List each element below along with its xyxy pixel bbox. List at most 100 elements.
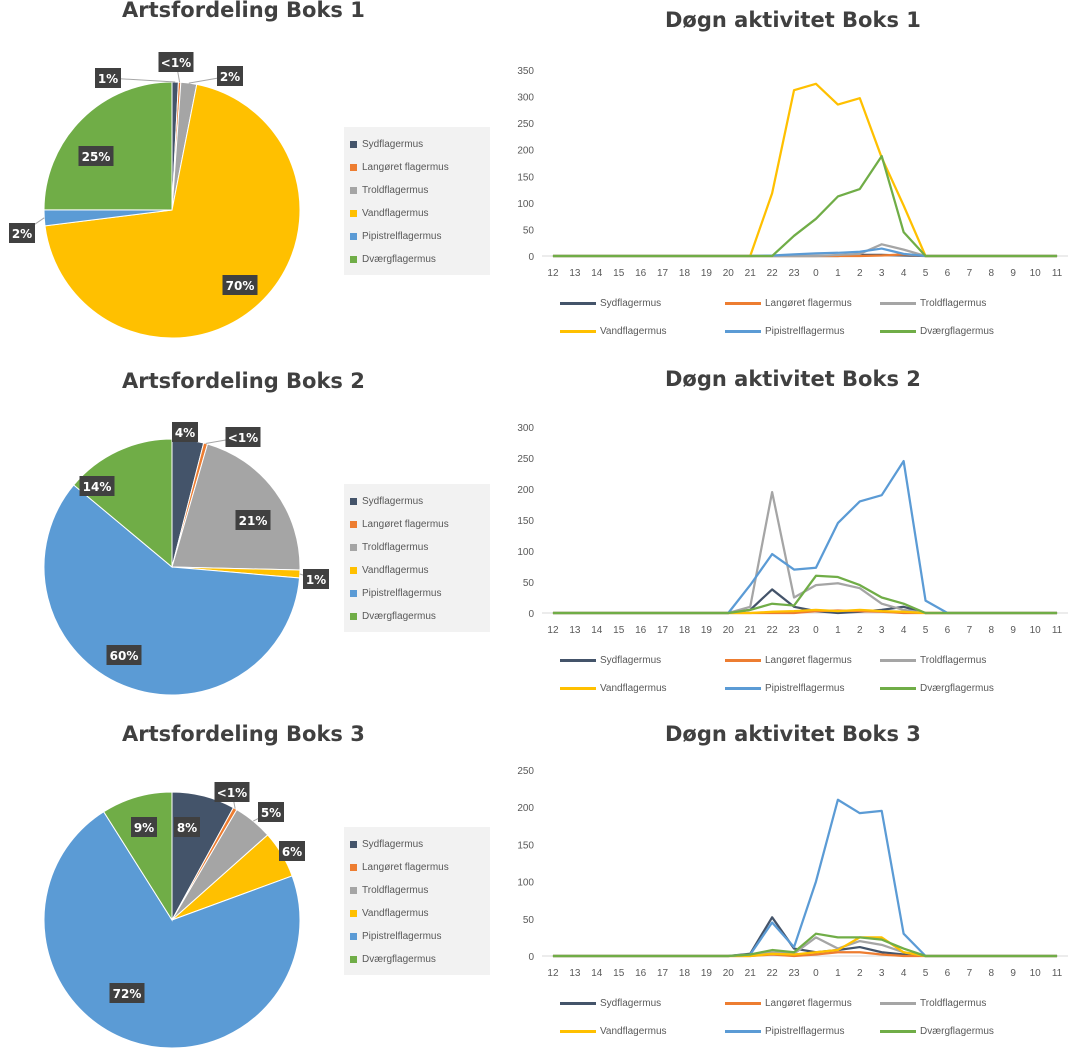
legend-item: Sydflagermus (350, 833, 486, 856)
y-tick-label: 250 (517, 766, 534, 777)
y-tick-label: 150 (517, 172, 534, 183)
x-tick-label: 1 (835, 268, 841, 279)
legend-swatch (350, 233, 357, 240)
line-legend-swatch (725, 659, 761, 662)
x-tick-label: 3 (879, 625, 885, 636)
x-tick-label: 12 (547, 968, 559, 979)
pie-slice-4 (43, 484, 301, 696)
x-tick-label: 14 (591, 968, 603, 979)
x-tick-label: 5 (923, 968, 929, 979)
x-tick-label: 2 (857, 625, 863, 636)
legend-item: Langøret flagermus (350, 856, 486, 879)
x-tick-label: 18 (679, 625, 691, 636)
pie-label-box (303, 569, 329, 589)
x-tick-label: 20 (723, 625, 735, 636)
line-legend-label: Sydflagermus (600, 655, 662, 666)
x-tick-label: 9 (1010, 968, 1016, 979)
y-tick-label: 0 (528, 609, 534, 620)
legend-swatch (350, 210, 357, 217)
pie-data-label: 1% (98, 72, 118, 86)
legend-swatch (350, 521, 357, 528)
line-legend-swatch (725, 302, 761, 305)
legend-label: Pipistrelflagermus (362, 588, 442, 599)
x-tick-label: 4 (901, 268, 907, 279)
x-tick-label: 19 (701, 968, 713, 979)
line-legend-item: Dværgflagermus (880, 326, 994, 337)
pie-slice-2 (171, 443, 301, 571)
line-legend-item: Dværgflagermus (880, 1026, 994, 1037)
line-legend-label: Pipistrelflagermus (765, 326, 845, 337)
x-tick-label: 5 (923, 268, 929, 279)
pie-legend: Sydflagermus Langøret flagermus Troldflage… (344, 827, 490, 975)
legend-label: Vandflagermus (362, 208, 429, 219)
line-legend-item: Pipistrelflagermus (725, 326, 844, 337)
x-tick-label: 2 (857, 968, 863, 979)
legend-item: Troldflagermus (350, 179, 486, 202)
legend-label: Sydflagermus (362, 839, 424, 850)
y-tick-label: 150 (517, 516, 534, 527)
line-legend-item: Langøret flagermus (725, 998, 852, 1009)
row-boks-1: Artsfordeling Boks 1 1% <1% 2% 70% 2% 25% Syd… (0, 0, 1071, 350)
legend-label: Vandflagermus (362, 908, 429, 919)
pie-data-label: 72% (113, 987, 142, 1001)
line-title: Døgn aktivitet Boks 1 (665, 8, 921, 32)
x-tick-label: 23 (788, 268, 800, 279)
pie-label-box (172, 422, 198, 442)
x-tick-label: 14 (591, 268, 603, 279)
legend-item: Troldflagermus (350, 879, 486, 902)
legend-item: Sydflagermus (350, 133, 486, 156)
line-legend-item: Troldflagermus (880, 998, 986, 1009)
pie-label-box (79, 476, 115, 496)
x-tick-label: 1 (835, 968, 841, 979)
legend-item: Pipistrelflagermus (350, 925, 486, 948)
legend-swatch (350, 841, 357, 848)
pie-data-label: 70% (226, 279, 255, 293)
pie-data-label: <1% (217, 786, 247, 800)
series-line-5 (552, 932, 1058, 958)
pie-label-box (258, 802, 284, 822)
x-tick-label: 22 (767, 625, 779, 636)
line-legend-item: Vandflagermus (560, 326, 667, 337)
x-tick-label: 0 (813, 268, 819, 279)
y-tick-label: 100 (517, 878, 534, 889)
x-tick-label: 0 (813, 625, 819, 636)
line-legend: Sydflagermus Langøret flagermus Troldflage… (560, 996, 1040, 1056)
pie-chart: 8% <1% 5% 6% 72% 9% (43, 782, 305, 1049)
x-tick-label: 22 (767, 968, 779, 979)
x-tick-label: 3 (879, 268, 885, 279)
x-tick-label: 3 (879, 968, 885, 979)
x-tick-label: 23 (788, 625, 800, 636)
line-legend-label: Vandflagermus (600, 1026, 667, 1037)
legend-item: Dværgflagermus (350, 948, 486, 971)
x-tick-label: 13 (569, 968, 581, 979)
legend-item: Dværgflagermus (350, 248, 486, 271)
x-tick-label: 21 (745, 625, 757, 636)
legend-item: Troldflagermus (350, 536, 486, 559)
x-tick-label: 6 (945, 268, 951, 279)
y-tick-label: 0 (528, 252, 534, 263)
x-tick-label: 7 (967, 968, 973, 979)
line-legend-swatch (880, 1030, 916, 1033)
pie-label-box (222, 275, 258, 295)
line-legend-label: Langøret flagermus (765, 655, 852, 666)
legend-label: Langøret flagermus (362, 519, 449, 530)
y-tick-label: 50 (523, 915, 535, 926)
legend-item: Dværgflagermus (350, 605, 486, 628)
x-tick-label: 10 (1030, 968, 1042, 979)
line-legend-swatch (725, 330, 761, 333)
y-tick-label: 100 (517, 199, 534, 210)
x-tick-label: 11 (1052, 625, 1063, 636)
line-legend-item: Vandflagermus (560, 1026, 667, 1037)
legend-label: Vandflagermus (362, 565, 429, 576)
legend-item: Vandflagermus (350, 202, 486, 225)
legend-label: Troldflagermus (362, 885, 429, 896)
line-legend-label: Sydflagermus (600, 998, 662, 1009)
legend-label: Sydflagermus (362, 139, 424, 150)
legend-swatch (350, 164, 357, 171)
pie-data-label: 4% (175, 426, 195, 440)
line-title: Døgn aktivitet Boks 3 (665, 722, 921, 746)
x-tick-label: 17 (657, 268, 669, 279)
y-tick-label: 200 (517, 803, 534, 814)
line-legend-item: Pipistrelflagermus (725, 683, 844, 694)
